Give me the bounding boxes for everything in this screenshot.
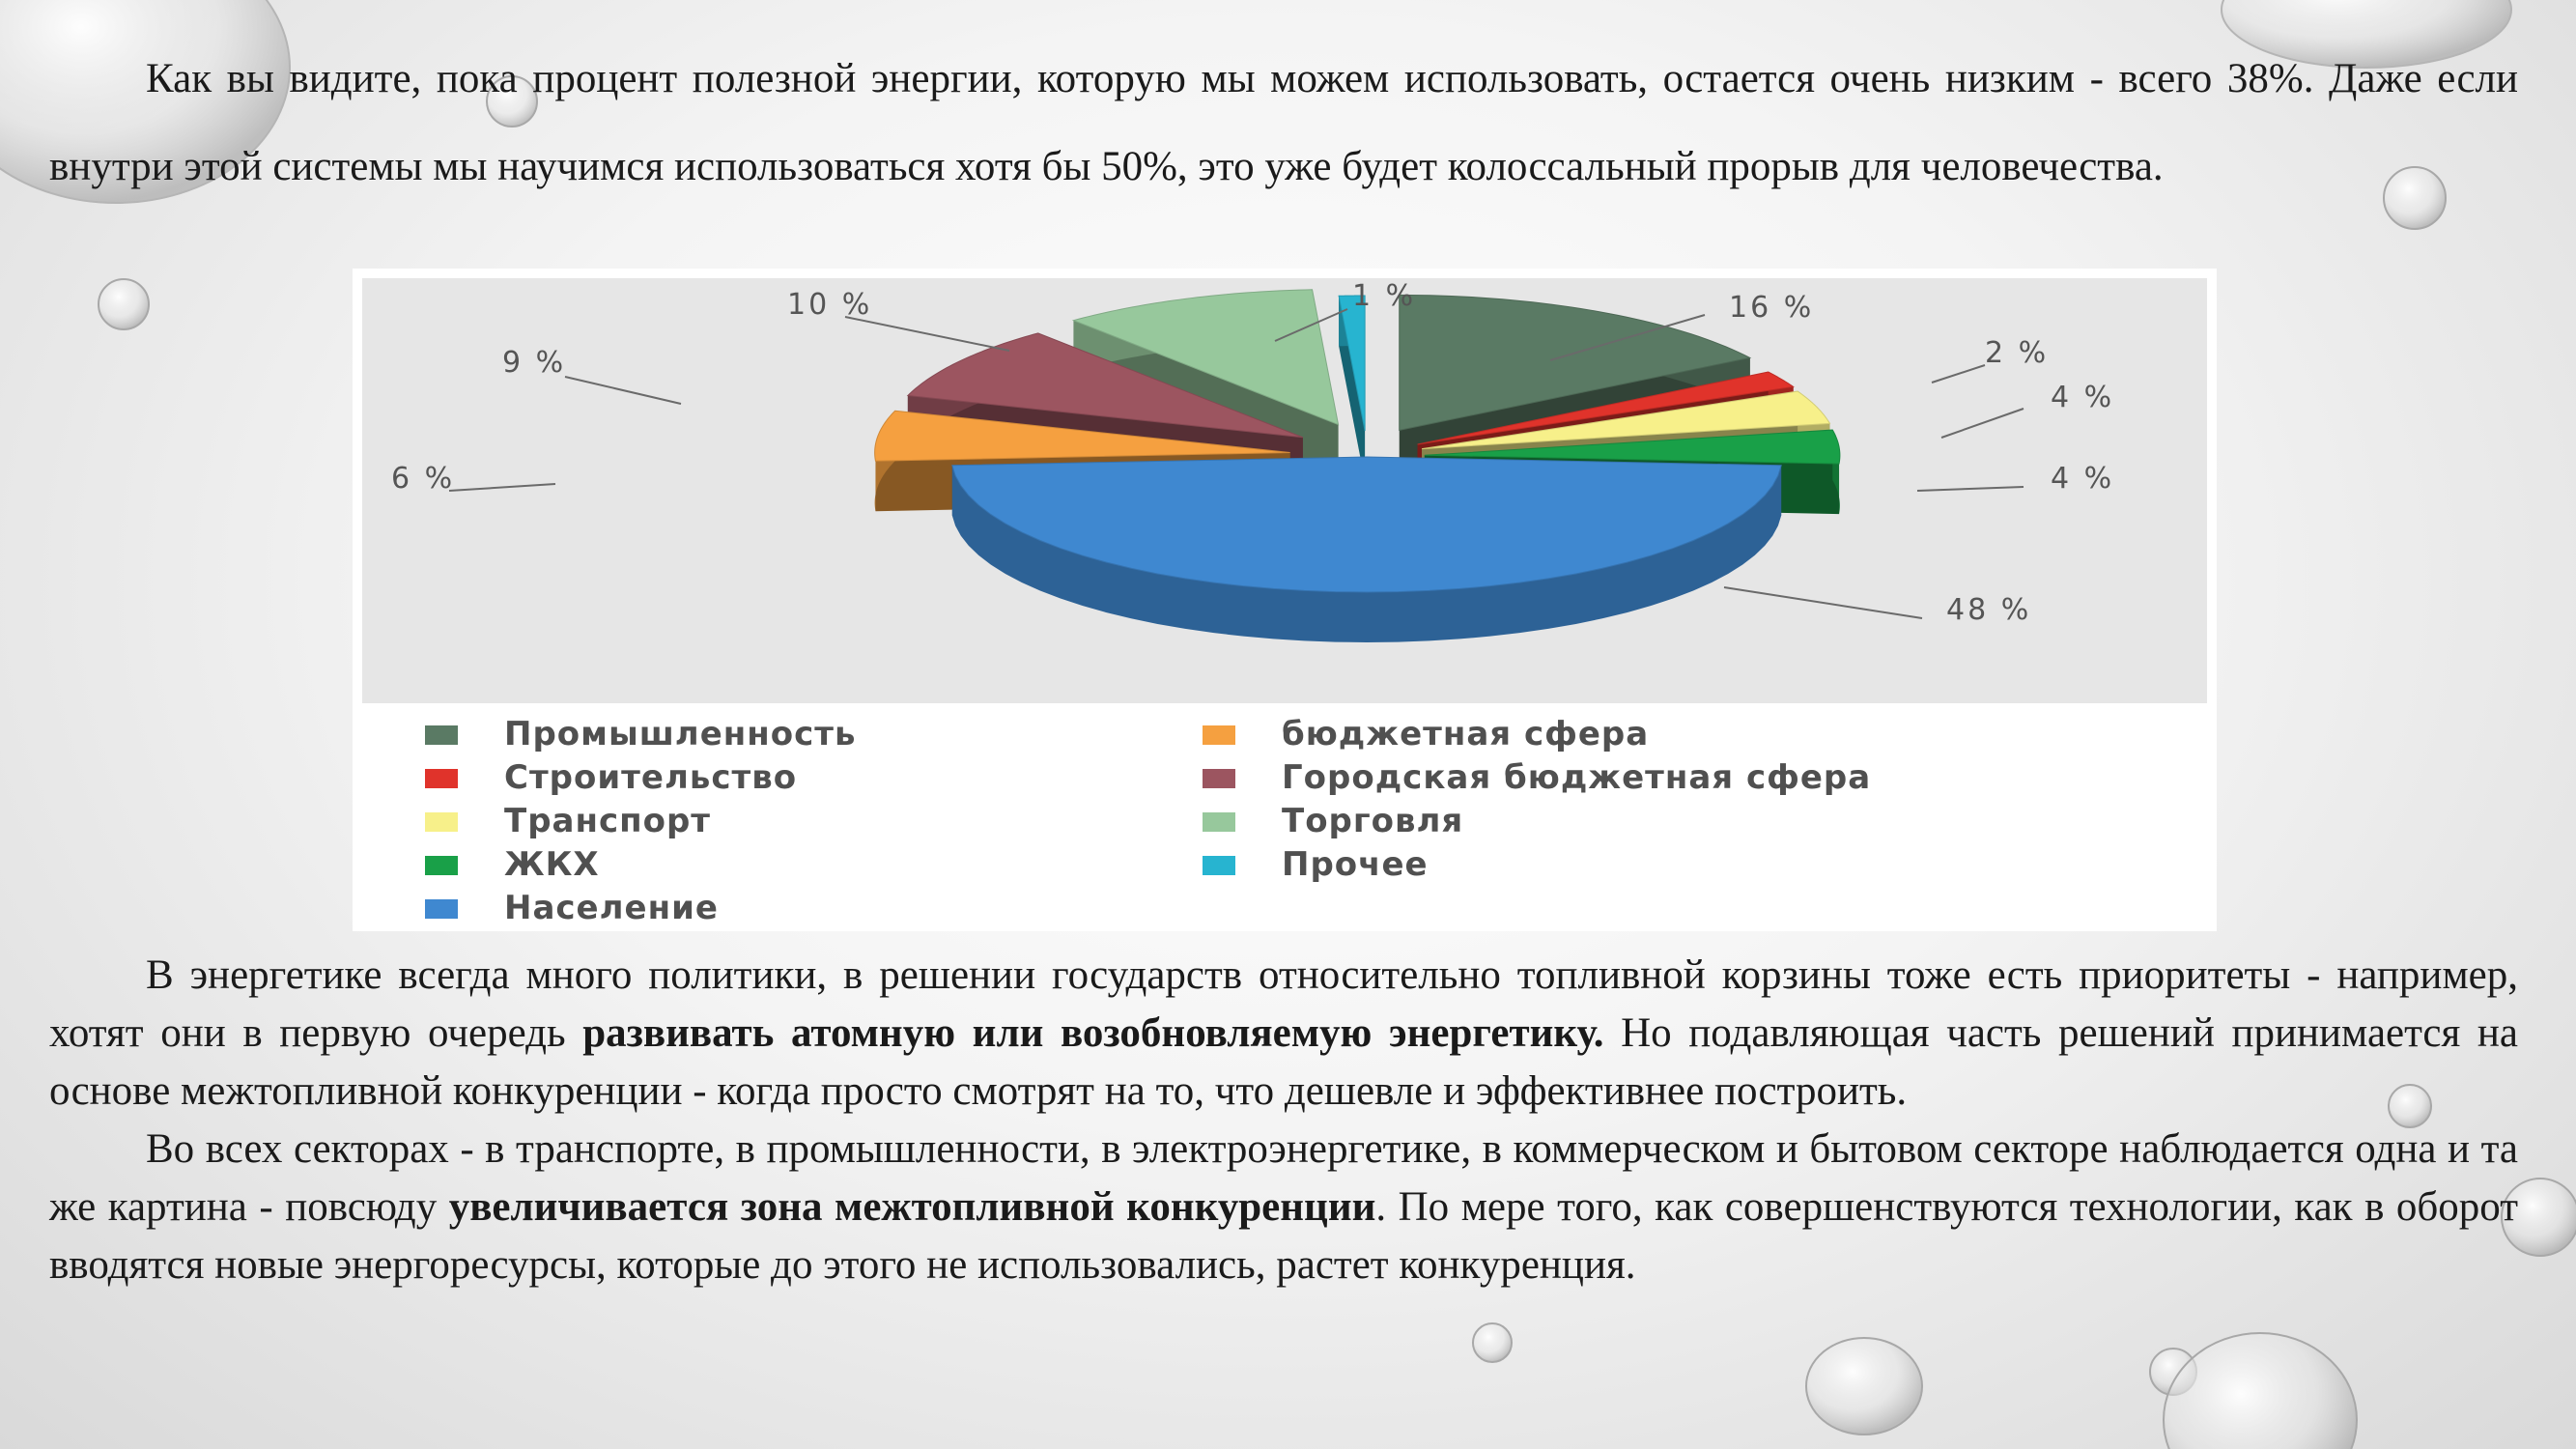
- legend-swatch-транспорт: [425, 812, 458, 832]
- paragraph-competition-bold: увеличивается зона межтопливной конкурен…: [448, 1184, 1376, 1230]
- leader-line-население: [1723, 586, 1923, 619]
- legend-label-городская-бюджетная-сфера: Городская бюджетная сфера: [1282, 758, 1871, 797]
- leader-line-транспорт: [1940, 408, 2024, 439]
- leader-line-жкх: [1916, 486, 2024, 492]
- pie-slice-население: [951, 456, 1782, 642]
- data-label-строительство: 2 %: [1985, 336, 2049, 370]
- paragraph-politics-bold: развивать атомную или возобновляемую эне…: [582, 1010, 1604, 1056]
- pie-chart-panel: 16 % 2 % 4 % 4 % 48 % 6 % 9 % 10 % 1 % Промышлен…: [353, 269, 2217, 931]
- legend-swatch-торговля: [1203, 812, 1235, 832]
- pie-slice-прочее: [1338, 295, 1366, 482]
- legend-label-население: Население: [504, 889, 719, 927]
- pie-chart: 16 %2 %4 %4 %48 %6 %9 %10 % 1 % Промышлен…: [362, 278, 2207, 927]
- data-label-промышленность: 16 %: [1729, 291, 1814, 325]
- legend-label-бюджетная-сфера: бюджетная сфера: [1282, 715, 1649, 753]
- paragraph-competition: Во всех секторах - в транспорте, в промы…: [49, 1121, 2518, 1294]
- legend-label-промышленность: Промышленность: [504, 715, 856, 753]
- legend-swatch-строительство: [425, 769, 458, 788]
- legend-swatch-жкх: [425, 856, 458, 875]
- data-label-городская-бюджетная-сфера: 9 %: [502, 346, 566, 380]
- data-label-жкх: 4 %: [2051, 462, 2114, 496]
- paragraph-competition-text-1: Во всех секторах - в транспорте, в промы…: [49, 1126, 2518, 1230]
- legend-label-строительство: Строительство: [504, 758, 797, 797]
- paragraph-competition-text-2: . По мере того, как совершенствуются тех…: [49, 1184, 2518, 1288]
- paragraph-politics-text-2: Но подавляющая часть решений принимается…: [49, 1010, 2519, 1114]
- paragraph-politics-text-1: В энергетике всегда много политики, в ре…: [49, 952, 2518, 1056]
- leader-line-прочее: [1274, 308, 1348, 342]
- legend-label-торговля: Торговля: [1282, 802, 1463, 840]
- legend-label-транспорт: Транспорт: [504, 802, 711, 840]
- leader-line-строительство: [1931, 364, 1986, 384]
- leader-line-городская-бюджетная-сфера: [564, 376, 682, 405]
- data-label-торговля: 10 %: [787, 288, 872, 322]
- legend-swatch-население: [425, 899, 458, 919]
- data-label-прочее: 1 %: [1352, 279, 1416, 313]
- legend-swatch-бюджетная-сфера: [1203, 725, 1235, 745]
- data-label-транспорт: 4 %: [2051, 381, 2114, 414]
- body-paragraphs: В энергетике всегда много политики, в ре…: [49, 947, 2518, 1294]
- data-label-бюджетная-сфера: 6 %: [391, 462, 455, 496]
- leader-line-торговля: [844, 316, 1010, 352]
- data-label-население: 48 %: [1946, 593, 2031, 627]
- legend-label-прочее: Прочее: [1282, 845, 1429, 884]
- leader-line-бюджетная-сфера: [448, 483, 556, 492]
- legend-swatch-городская-бюджетная-сфера: [1203, 769, 1235, 788]
- paragraph-politics: В энергетике всегда много политики, в ре…: [49, 947, 2518, 1121]
- leader-line-промышленность: [1549, 314, 1706, 361]
- legend-label-жкх: ЖКХ: [504, 845, 600, 884]
- intro-paragraph: Как вы видите, пока процент полезной эне…: [49, 35, 2518, 211]
- intro-text: Как вы видите, пока процент полезной эне…: [49, 56, 2518, 189]
- legend-swatch-промышленность: [425, 725, 458, 745]
- legend-swatch-прочее: [1203, 856, 1235, 875]
